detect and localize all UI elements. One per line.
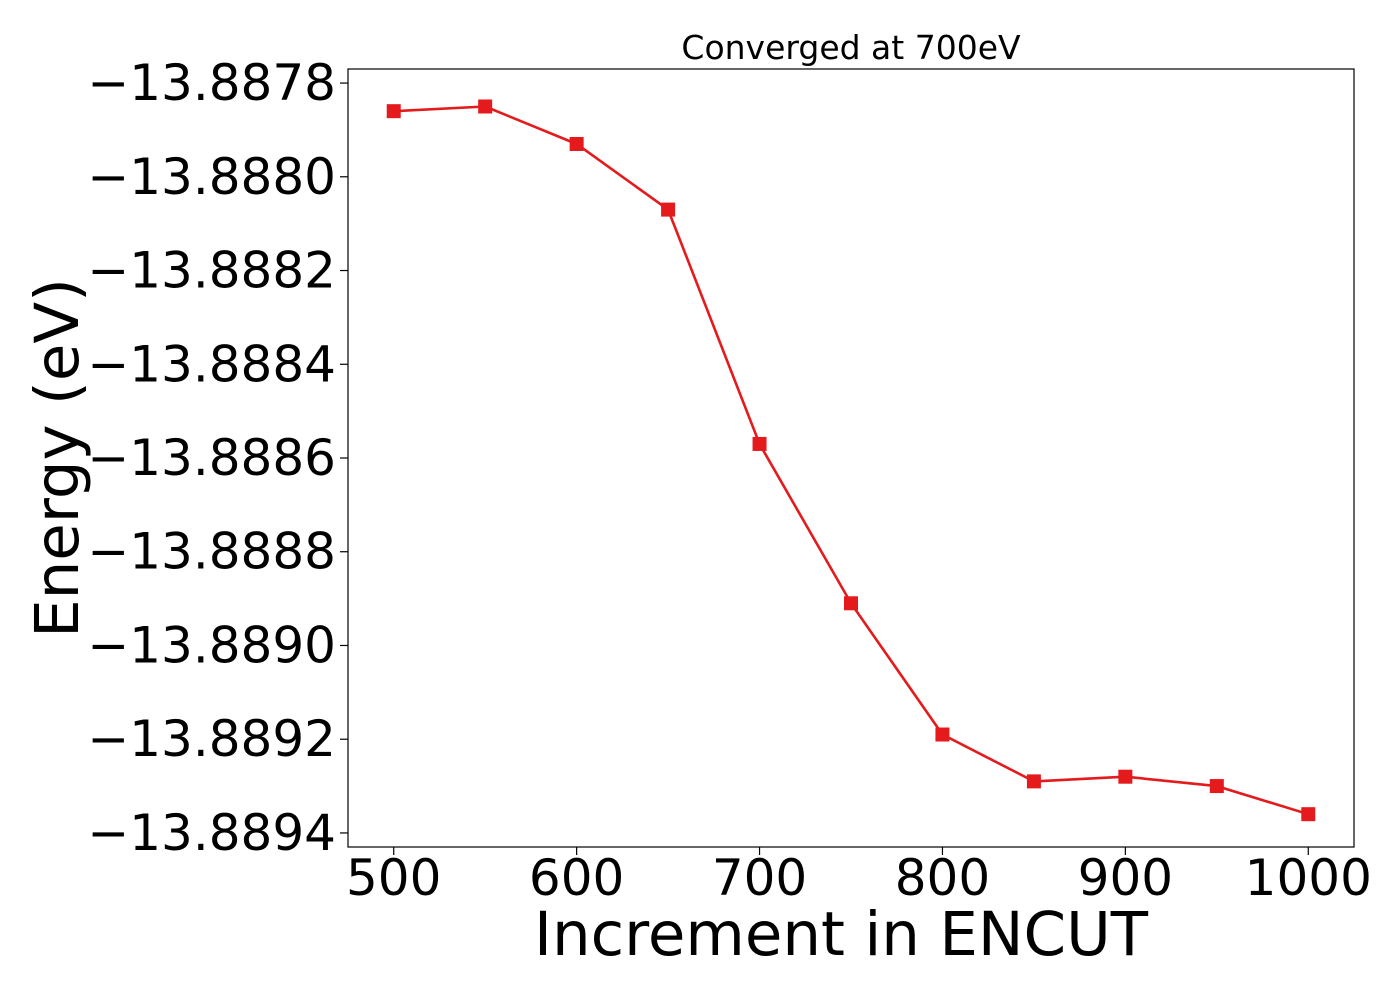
data-point-marker <box>386 104 401 119</box>
x-tick-label: 600 <box>529 849 624 907</box>
x-tick-label: 500 <box>346 849 441 907</box>
y-tick-label: −13.8886 <box>87 429 336 487</box>
data-point-marker <box>935 727 950 742</box>
y-tick-label: −13.8878 <box>87 54 336 112</box>
y-axis-label: Energy (eV) <box>22 278 93 638</box>
data-point-marker <box>478 99 493 114</box>
data-point-marker <box>1118 769 1133 784</box>
y-tick-label: −13.8892 <box>87 710 336 768</box>
data-point-marker <box>1301 807 1316 822</box>
y-axis: −13.8878 −13.8880 −13.8882 −13.8884 −13.8886… <box>87 54 348 862</box>
y-tick-label: −13.8890 <box>87 616 336 674</box>
y-tick-label: −13.8884 <box>87 335 336 393</box>
y-tick-label: −13.8880 <box>87 148 336 206</box>
data-point-marker <box>1209 779 1224 794</box>
data-point-marker <box>752 436 767 451</box>
data-point-marker <box>1026 774 1041 789</box>
x-axis: 500 600 700 800 900 1000 <box>346 847 1372 907</box>
x-axis-label: Increment in ENCUT <box>534 899 1149 970</box>
data-point-marker <box>569 136 584 151</box>
x-tick-label: 1000 <box>1245 849 1372 907</box>
x-tick-label: 900 <box>1078 849 1173 907</box>
y-tick-label: −13.8894 <box>87 804 336 862</box>
x-tick-label: 700 <box>712 849 807 907</box>
chart-title: Converged at 700eV <box>681 28 1021 67</box>
y-tick-label: −13.8888 <box>87 523 336 581</box>
x-tick-label: 800 <box>895 849 990 907</box>
series-layer <box>386 99 1316 822</box>
y-tick-label: −13.8882 <box>87 242 336 300</box>
data-point-marker <box>844 596 858 611</box>
data-point-marker <box>661 202 676 217</box>
